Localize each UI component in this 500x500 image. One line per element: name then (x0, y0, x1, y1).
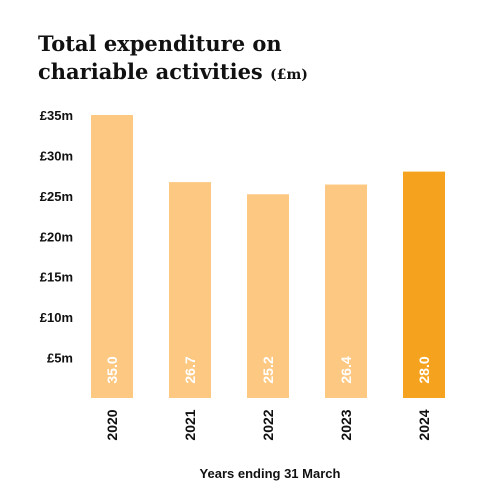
x-tick-label-2020: 2020 (104, 409, 120, 440)
bar-2020 (91, 115, 133, 398)
x-tick-label-2024: 2024 (416, 409, 432, 440)
y-tick-label: £15m (40, 270, 73, 285)
x-tick-label-2021: 2021 (182, 409, 198, 440)
bar-2021 (169, 182, 211, 398)
data-label-2024: 28.0 (416, 356, 432, 383)
x-tick-label-2023: 2023 (338, 409, 354, 440)
x-tick-label-2022: 2022 (260, 409, 276, 440)
data-label-2021: 26.7 (182, 356, 198, 383)
bar-2024 (403, 171, 445, 398)
chart-title-line-2: chariable activities (38, 59, 263, 84)
y-tick-label: £30m (40, 148, 73, 163)
data-label-2022: 25.2 (260, 356, 276, 383)
y-tick-label: £35m (40, 108, 73, 123)
data-label-2020: 35.0 (104, 356, 120, 383)
chart-title: Total expenditure on chariable activitie… (38, 30, 308, 89)
chart-title-unit: (£m) (270, 67, 308, 83)
y-tick-label: £20m (40, 229, 73, 244)
bar-2022 (247, 194, 289, 398)
y-tick-label: £10m (40, 310, 73, 325)
y-tick-label: £25m (40, 189, 73, 204)
bar-2023 (325, 184, 367, 398)
chart-title-line-1: Total expenditure on (38, 31, 282, 56)
y-tick-label: £5m (47, 351, 73, 366)
data-label-2023: 26.4 (338, 356, 354, 383)
x-axis-label: Years ending 31 March (199, 466, 341, 481)
